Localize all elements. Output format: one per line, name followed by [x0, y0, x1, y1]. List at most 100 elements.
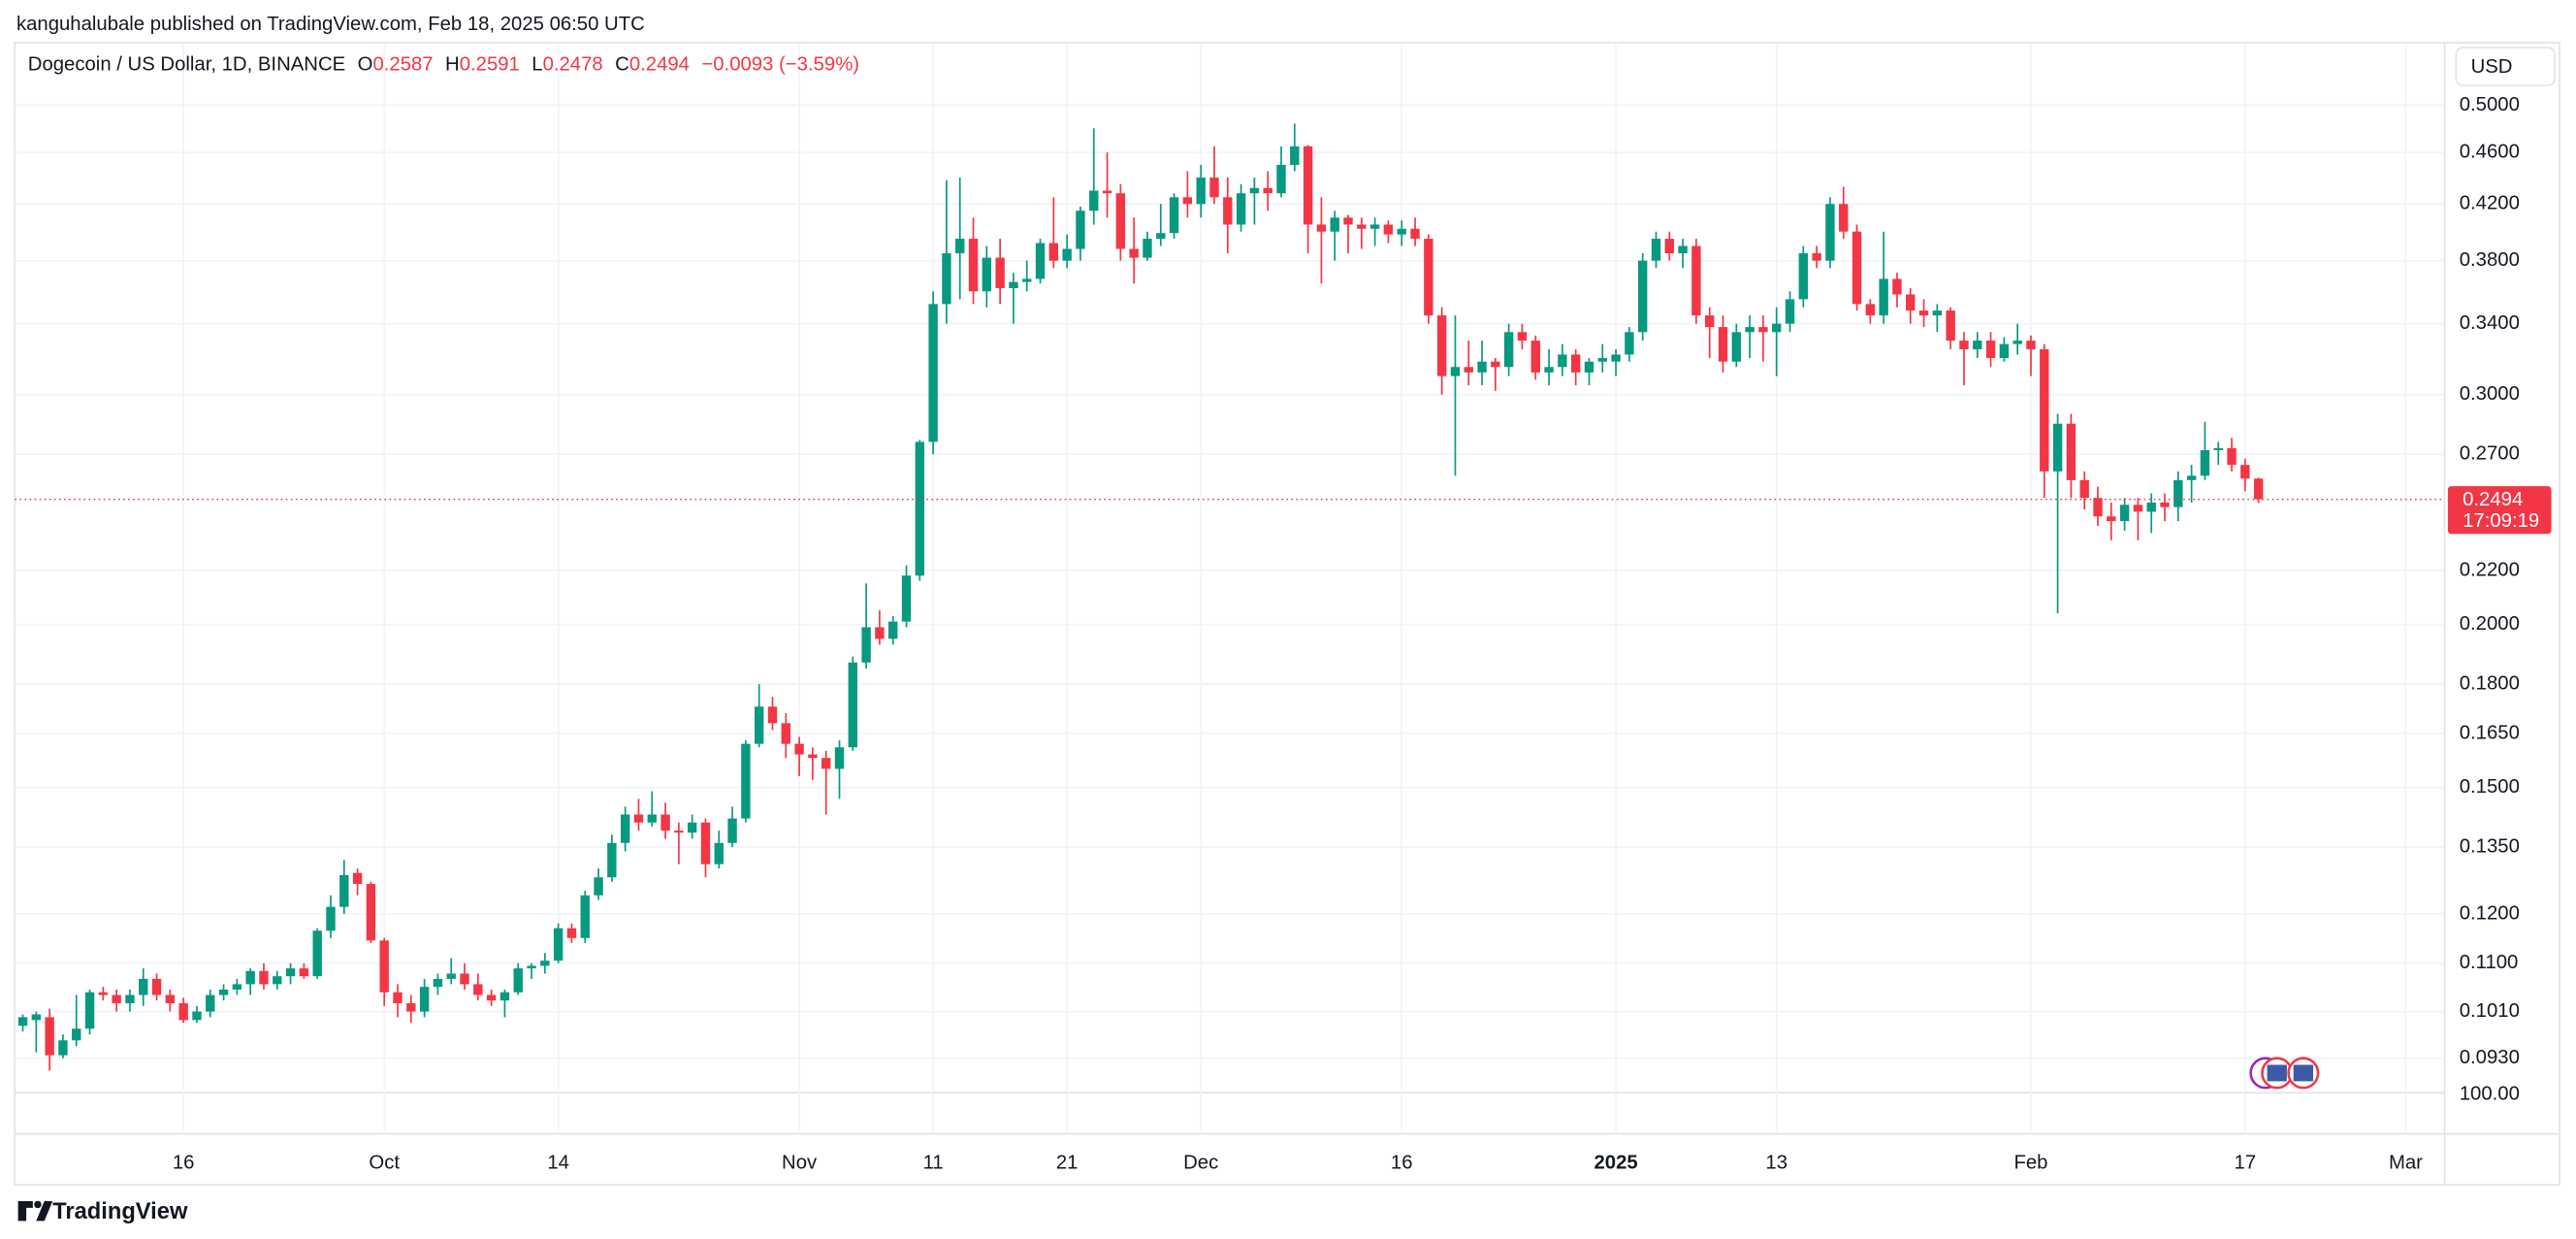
candle-body [1651, 239, 1661, 261]
candle-body [1637, 260, 1648, 333]
candle-body [178, 1002, 188, 1021]
candle-body [58, 1040, 68, 1056]
candle-body [192, 1011, 202, 1021]
candle-body [1879, 278, 1888, 316]
candle-body [473, 984, 483, 995]
candle-body [1772, 323, 1782, 333]
x-tick-label: Dec [1183, 1152, 1218, 1173]
candle-body [540, 961, 550, 966]
x-tick-label: 16 [173, 1152, 195, 1173]
candle-body [1812, 253, 1821, 261]
candle-body [1357, 224, 1367, 229]
ohlc-value: 0.2587 [372, 54, 433, 76]
candle-body [1678, 245, 1688, 254]
candle-body [98, 992, 109, 995]
candle-body [1076, 211, 1085, 249]
candle-body [273, 976, 282, 985]
candle-body [1303, 146, 1313, 225]
candle-body [486, 994, 497, 1001]
candle-body [1477, 361, 1487, 373]
candle-body [218, 989, 229, 995]
y-tick-label: 0.1650 [2460, 722, 2520, 743]
candle-body [1852, 231, 1862, 305]
y-tick-label: 0.2700 [2460, 443, 2520, 465]
candle-body [1530, 341, 1540, 373]
candle-body [1985, 341, 1996, 359]
candle-body [1263, 187, 1272, 194]
candles [17, 123, 2264, 1071]
brand-logo: TradingView [17, 1199, 188, 1224]
candle-body [1290, 146, 1300, 165]
x-tick-label: 21 [1056, 1152, 1079, 1173]
grid [15, 43, 2445, 1134]
candle-body [700, 822, 711, 864]
candle-body [982, 257, 992, 292]
candle-body [834, 747, 845, 769]
candle-body [2174, 479, 2183, 507]
candle-body [326, 906, 336, 931]
candle-body [139, 978, 148, 995]
candle-body [433, 978, 443, 988]
candle-body [527, 965, 536, 969]
candle-body [393, 992, 402, 1003]
candle-body [1999, 343, 2010, 359]
candle-body [821, 758, 831, 769]
x-tick-label: 11 [923, 1152, 944, 1173]
candle-body [1129, 248, 1139, 258]
candle-body [1825, 204, 1835, 261]
candle-body [1369, 224, 1380, 229]
candle-body [2119, 505, 2130, 522]
candle-body [995, 257, 1005, 289]
y-tick-label: 0.0930 [2460, 1047, 2520, 1068]
event-icons[interactable] [2249, 1057, 2320, 1090]
candle-body [45, 1017, 54, 1056]
candle-body [312, 930, 322, 977]
candle-body [1691, 245, 1701, 316]
currency-box[interactable] [2455, 47, 2556, 86]
candle-body [1892, 278, 1902, 295]
candle-body [366, 884, 376, 941]
candle-body [1209, 178, 1219, 198]
y-tick-label: 0.1350 [2460, 836, 2520, 858]
candle-body [1048, 243, 1059, 261]
candle-body [875, 627, 885, 639]
change: −0.0093 (−3.59%) [701, 54, 859, 76]
candle-body [513, 968, 523, 993]
candle-body [232, 984, 242, 990]
candle-body [352, 872, 363, 885]
candle-body [1758, 327, 1768, 333]
symbol-title: Dogecoin / US Dollar, 1D, BINANCE [28, 54, 345, 76]
candle-body [2107, 516, 2116, 522]
candle-body [2253, 478, 2264, 500]
ohlc-letter: L [531, 54, 542, 76]
x-tick-label: Mar [2389, 1152, 2423, 1173]
y-tick-label: 0.3000 [2460, 383, 2520, 405]
candle-body [1745, 327, 1755, 333]
candle-body [1156, 233, 1166, 240]
candle-body [1276, 164, 1286, 194]
candle-body [714, 842, 724, 864]
x-tick-label: Nov [782, 1152, 818, 1173]
attribution: kanguhalubale published on TradingView.c… [16, 14, 645, 35]
candle-body [112, 994, 121, 1003]
candle-body [594, 877, 603, 896]
candle-body [72, 1028, 81, 1041]
candle-body [2160, 502, 2170, 507]
candle-body [84, 992, 95, 1029]
candle-body [1558, 354, 1567, 368]
candle-body [660, 814, 670, 831]
candle-body [419, 987, 430, 1012]
candle-body [1584, 361, 1594, 373]
candle-body [580, 895, 590, 938]
y-tick-label: 0.1500 [2460, 776, 2520, 798]
candle-body [1611, 354, 1621, 362]
candle-body [2227, 447, 2237, 466]
countdown: 17:09:19 [2463, 510, 2539, 532]
currency[interactable]: USD [2471, 56, 2513, 78]
ohlc-letter: O [358, 54, 373, 76]
x-tick-label: 17 [2235, 1152, 2257, 1173]
ohlc-value: 0.2478 [543, 54, 603, 76]
candle-body [2066, 423, 2077, 480]
candle-body [1249, 187, 1260, 194]
